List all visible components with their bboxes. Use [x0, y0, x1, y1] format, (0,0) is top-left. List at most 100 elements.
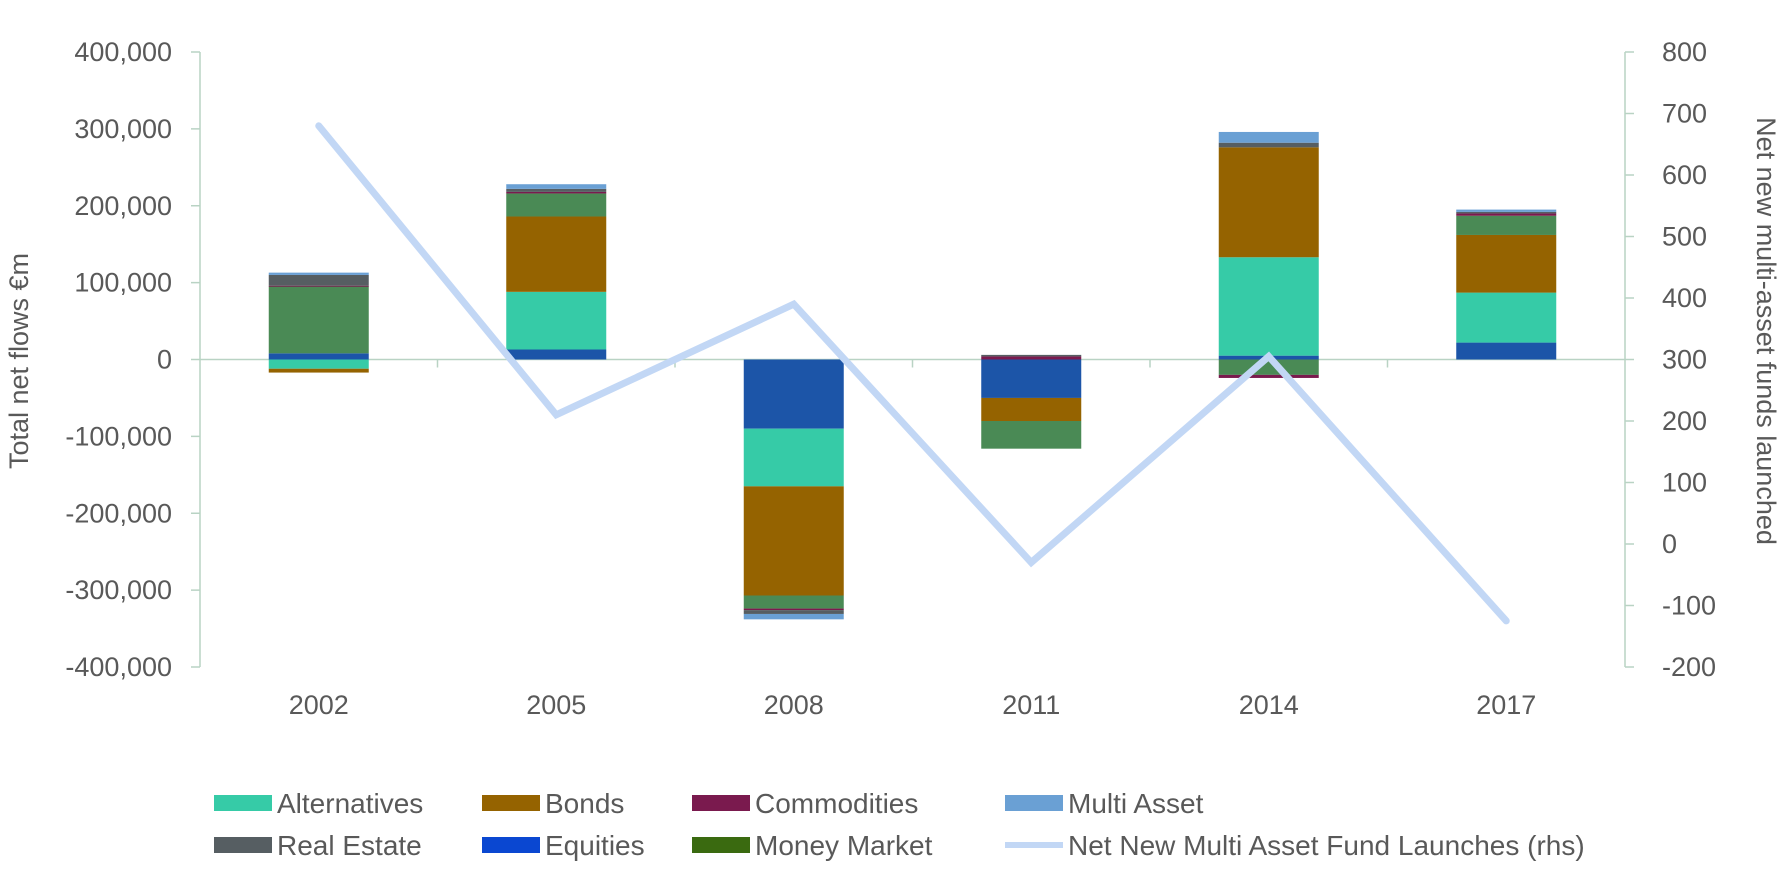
bar-bonds-2008	[743, 486, 844, 596]
bar-multi_asset-2017	[1456, 209, 1557, 212]
x-tick-label: 2011	[1002, 690, 1060, 720]
x-tick-label: 2017	[1476, 690, 1536, 720]
legend-label: Commodities	[755, 788, 918, 819]
bar-equities-2005	[506, 349, 607, 360]
legend-label: Money Market	[755, 830, 933, 861]
bars	[268, 131, 1557, 620]
legend-label: Real Estate	[277, 830, 422, 861]
legend-label: Bonds	[545, 788, 624, 819]
bar-equities-2002	[268, 353, 369, 360]
right-tick-label: 200	[1662, 406, 1707, 436]
x-tick-label: 2005	[526, 690, 586, 720]
bar-commodities-2014	[1218, 374, 1319, 378]
right-tick-label: 700	[1662, 99, 1707, 129]
bar-bonds-2011	[981, 397, 1082, 421]
bar-alternatives-2008	[743, 428, 844, 487]
left-tick-label: -400,000	[65, 652, 172, 682]
x-axis-labels: 2002 2005 2008 2011 2014 2017	[289, 690, 1537, 720]
legend-swatch	[214, 795, 272, 811]
bar-alternatives-2014	[1218, 257, 1319, 356]
bar-equities-2017	[1456, 342, 1557, 360]
legend-item: Commodities	[692, 788, 918, 819]
bar-money_market-2008	[743, 595, 844, 609]
bar-bonds-2017	[1456, 234, 1557, 293]
bar-alternatives-2005	[506, 291, 607, 350]
bar-real_estate-2011	[981, 354, 1082, 357]
bar-alternatives-2002	[268, 359, 369, 369]
bar-bonds-2014	[1218, 147, 1319, 258]
line-layer	[315, 122, 1510, 625]
bar-money_market-2014	[1218, 359, 1319, 375]
bar-real_estate-2002	[268, 274, 369, 286]
right-axis-ticks: 800 700 600 500 400 300 200 100 0 -100 -200	[1625, 37, 1716, 682]
x-tick-label: 2014	[1239, 690, 1299, 720]
left-tick-label: 100,000	[74, 268, 172, 298]
right-tick-label: 400	[1662, 283, 1707, 313]
bar-money_market-2002	[268, 286, 369, 354]
bar-commodities-2005	[506, 191, 607, 194]
legend-swatch	[214, 837, 272, 853]
legend-swatch	[1005, 795, 1063, 811]
right-tick-label: 300	[1662, 345, 1707, 375]
line-net-new-multi-asset-launches	[315, 122, 1510, 625]
bar-real_estate-2008	[743, 610, 844, 614]
legend-label: Alternatives	[277, 788, 423, 819]
legend-item: Money Market	[692, 830, 933, 861]
left-tick-label: 0	[157, 345, 172, 375]
bar-money_market-2017	[1456, 215, 1557, 235]
right-axis-title: Net new multi-asset funds launched	[1751, 117, 1781, 545]
bar-commodities-2008	[743, 608, 844, 611]
right-tick-label: 800	[1662, 37, 1707, 67]
left-tick-label: 200,000	[74, 191, 172, 221]
right-tick-label: 100	[1662, 468, 1707, 498]
bar-commodities-2017	[1456, 213, 1557, 216]
bar-commodities-2002	[268, 285, 369, 287]
left-tick-label: -100,000	[65, 421, 172, 451]
bar-real_estate-2014	[1218, 142, 1319, 148]
left-tick-label: 400,000	[74, 37, 172, 67]
bar-multi_asset-2005	[506, 184, 607, 189]
right-tick-label: 500	[1662, 222, 1707, 252]
legend-swatch	[482, 837, 540, 853]
bar-money_market-2011	[981, 421, 1082, 449]
bar-multi_asset-2002	[268, 272, 369, 275]
legend-label: Net New Multi Asset Fund Launches (rhs)	[1068, 830, 1585, 861]
right-tick-label: 0	[1662, 529, 1677, 559]
legend-swatch	[692, 837, 750, 853]
bar-bonds-2005	[506, 216, 607, 292]
bar-real_estate-2017	[1456, 211, 1557, 214]
right-tick-label: 600	[1662, 160, 1707, 190]
left-tick-label: 300,000	[74, 114, 172, 144]
bar-commodities-2011	[981, 356, 1082, 360]
bar-bonds-2002	[268, 368, 369, 373]
left-tick-label: -300,000	[65, 575, 172, 605]
legend-item: Multi Asset	[1005, 788, 1204, 819]
x-tick-label: 2008	[764, 690, 824, 720]
left-axis-ticks: 400,000 300,000 200,000 100,000 0 -100,000 -20…	[65, 37, 200, 682]
bar-equities-2008	[743, 359, 844, 429]
bar-multi_asset-2014	[1218, 131, 1319, 143]
right-tick-label: -200	[1662, 652, 1716, 682]
bar-money_market-2005	[506, 193, 607, 217]
legend-label: Multi Asset	[1068, 788, 1204, 819]
x-tick-label: 2002	[289, 690, 349, 720]
legend-item: Real Estate	[214, 830, 422, 861]
bar-multi_asset-2008	[743, 613, 844, 620]
legend-item: Alternatives	[214, 788, 423, 819]
legend-swatch	[482, 795, 540, 811]
legend-item: Equities	[482, 830, 645, 861]
left-tick-label: -200,000	[65, 498, 172, 528]
bar-real_estate-2005	[506, 188, 607, 192]
legend: Alternatives Bonds Commodities Multi Asset R…	[214, 788, 1585, 861]
legend-label: Equities	[545, 830, 645, 861]
legend-swatch	[692, 795, 750, 811]
right-tick-label: -100	[1662, 591, 1716, 621]
legend-item: Bonds	[482, 788, 624, 819]
axes	[199, 52, 1626, 667]
bar-equities-2011	[981, 359, 1082, 398]
left-axis-title: Total net flows €m	[4, 253, 34, 469]
legend-item: Net New Multi Asset Fund Launches (rhs)	[1005, 830, 1585, 861]
bar-alternatives-2017	[1456, 292, 1557, 343]
